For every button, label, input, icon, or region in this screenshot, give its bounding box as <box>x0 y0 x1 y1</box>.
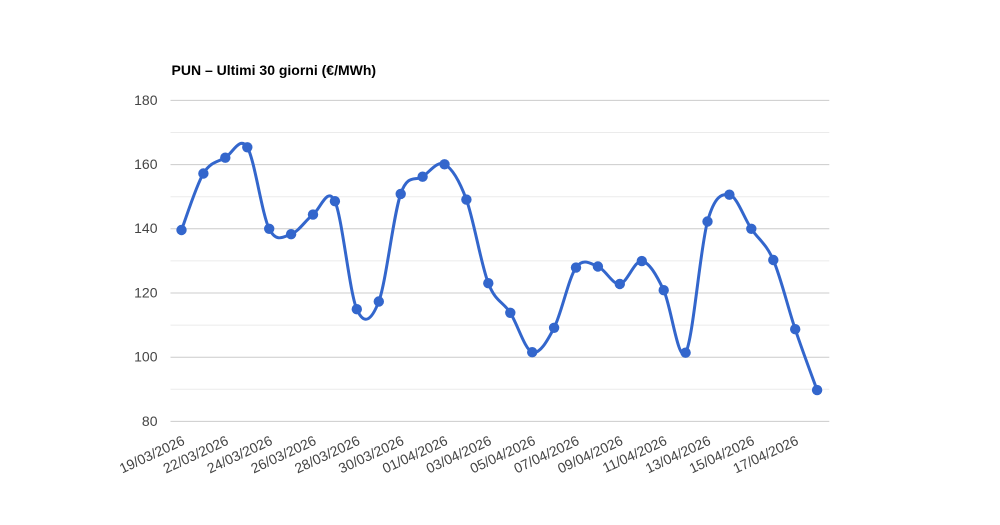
svg-text:180: 180 <box>134 92 158 108</box>
svg-text:80: 80 <box>142 413 158 429</box>
svg-text:160: 160 <box>134 156 158 172</box>
svg-text:120: 120 <box>134 284 158 300</box>
svg-text:140: 140 <box>134 220 158 236</box>
svg-text:100: 100 <box>134 349 158 365</box>
svg-text:PUN – Ultimi 30 giorni (€/MWh): PUN – Ultimi 30 giorni (€/MWh) <box>172 62 377 78</box>
